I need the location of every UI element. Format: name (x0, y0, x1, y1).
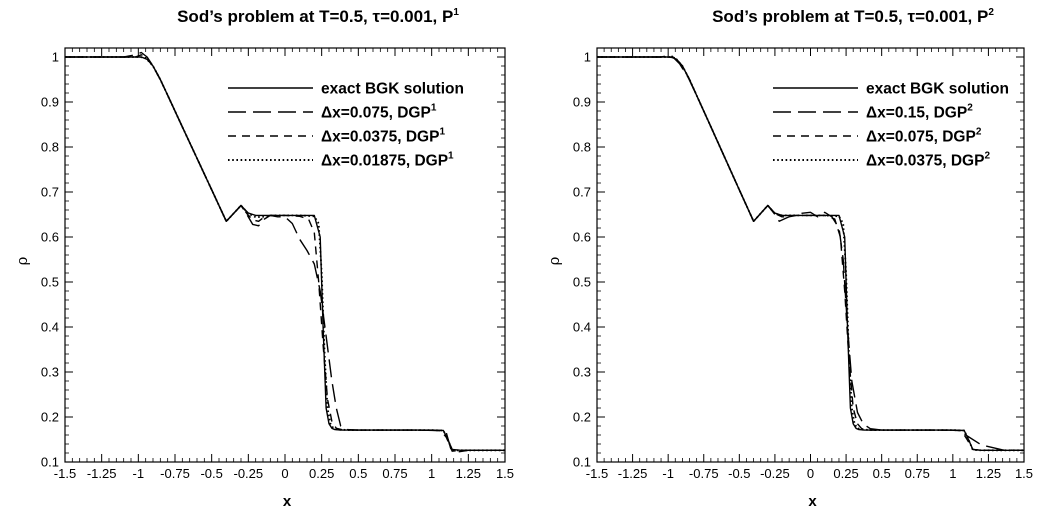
x-tick-label: -1.5 (586, 466, 608, 481)
right-chart: Sod’s problem at T=0.5, τ=0.001, P2-1.5-… (545, 7, 1033, 510)
chart-title-main: Sod’s problem at T=0.5, τ=0.001, P (177, 7, 453, 26)
legend-entry: Δx=0.0375, DGP2 (866, 151, 990, 170)
legend-entry-superscript: 2 (976, 127, 982, 138)
y-axis-label: ρ (13, 256, 31, 265)
y-tick-label: 1 (584, 50, 591, 65)
series-line-solid (65, 56, 505, 451)
legend-entry: Δx=0.01875, DGP1 (321, 151, 454, 170)
y-tick-label: 0.6 (41, 230, 59, 245)
x-tick-label: -0.75 (160, 466, 190, 481)
legend-entry-name: Δx=0.075, DGP (321, 105, 431, 122)
x-tick-label: -1 (662, 466, 674, 481)
x-tick-label: 0.75 (905, 466, 930, 481)
x-tick-label: 1 (949, 466, 956, 481)
x-axis-label: x (283, 493, 292, 510)
y-tick-label: 0.2 (41, 410, 59, 425)
x-tick-label: -0.5 (200, 466, 222, 481)
y-tick-label: 0.1 (573, 455, 591, 470)
chart-title: Sod’s problem at T=0.5, τ=0.001, P1 (177, 7, 459, 26)
y-tick-label: 0.4 (573, 320, 591, 335)
x-tick-label: 0 (281, 466, 288, 481)
x-tick-label: -0.25 (760, 466, 790, 481)
y-tick-label: 0.6 (573, 230, 591, 245)
legend-entry-superscript: 2 (967, 103, 973, 114)
x-tick-label: -1.5 (54, 466, 76, 481)
legend-entry-name: Δx=0.15, DGP (866, 105, 967, 122)
x-tick-label: 0.25 (833, 466, 858, 481)
x-tick-label: -0.75 (689, 466, 719, 481)
plot-frame (64, 47, 506, 463)
legend-entry-superscript: 1 (439, 127, 445, 138)
legend-entry: Δx=0.075, DGP2 (866, 127, 982, 146)
legend-entry-superscript: 2 (984, 151, 990, 162)
legend-entry-name: exact BGK solution (866, 81, 1009, 98)
x-tick-label: -1.25 (87, 466, 117, 481)
chart-title-superscript: 2 (988, 7, 994, 18)
chart-title-main: Sod’s problem at T=0.5, τ=0.001, P (712, 7, 988, 26)
legend-entry-superscript: 1 (448, 151, 454, 162)
y-tick-label: 0.2 (573, 410, 591, 425)
y-tick-label: 0.7 (41, 185, 59, 200)
series-line-dotted (65, 56, 505, 452)
legend-entry: Δx=0.0375, DGP1 (321, 127, 445, 146)
chart-title: Sod’s problem at T=0.5, τ=0.001, P2 (712, 7, 994, 26)
x-tick-label: -1 (133, 466, 145, 481)
x-tick-label: 1.5 (1015, 466, 1033, 481)
x-tick-label: -1.25 (618, 466, 648, 481)
legend-entry: Δx=0.075, DGP1 (321, 103, 437, 122)
left-chart: Sod’s problem at T=0.5, τ=0.001, P1-1.5-… (13, 7, 514, 510)
y-tick-label: 0.8 (573, 140, 591, 155)
x-tick-label: 1.5 (496, 466, 514, 481)
series-line-short-dash (65, 54, 505, 452)
legend-entry: exact BGK solution (866, 81, 1009, 98)
y-tick-label: 0.4 (41, 320, 59, 335)
legend-entry-name: Δx=0.0375, DGP (321, 129, 439, 146)
y-tick-label: 0.9 (41, 95, 59, 110)
legend-entry-name: Δx=0.01875, DGP (321, 153, 448, 170)
legend-entry: Δx=0.15, DGP2 (866, 103, 973, 122)
chart-title-superscript: 1 (453, 7, 459, 18)
y-tick-label: 0.5 (573, 275, 591, 290)
y-tick-label: 0.5 (41, 275, 59, 290)
legend-entry-name: Δx=0.075, DGP (866, 129, 976, 146)
y-tick-label: 0.3 (573, 365, 591, 380)
legend-entry: exact BGK solution (321, 81, 464, 98)
x-axis-label: x (808, 493, 817, 510)
x-tick-label: 0.75 (382, 466, 407, 481)
y-tick-label: 0.7 (573, 185, 591, 200)
x-tick-label: 0.5 (349, 466, 367, 481)
y-tick-label: 0.8 (41, 140, 59, 155)
x-tick-label: 0.5 (873, 466, 891, 481)
x-tick-label: 1.25 (976, 466, 1001, 481)
y-tick-label: 0.3 (41, 365, 59, 380)
y-tick-label: 1 (52, 50, 59, 65)
x-tick-label: 1.25 (456, 466, 481, 481)
series-line-dotted (597, 56, 1024, 452)
x-tick-label: -0.5 (728, 466, 750, 481)
legend-entry-name: Δx=0.0375, DGP (866, 153, 984, 170)
y-tick-label: 0.1 (41, 455, 59, 470)
x-tick-label: -0.25 (234, 466, 264, 481)
legend-entry-name: exact BGK solution (321, 81, 464, 98)
y-axis-label: ρ (545, 256, 563, 265)
x-tick-label: 0.25 (309, 466, 334, 481)
y-tick-label: 0.9 (573, 95, 591, 110)
x-tick-label: 1 (428, 466, 435, 481)
legend-entry-superscript: 1 (431, 103, 437, 114)
x-tick-label: 0 (807, 466, 814, 481)
